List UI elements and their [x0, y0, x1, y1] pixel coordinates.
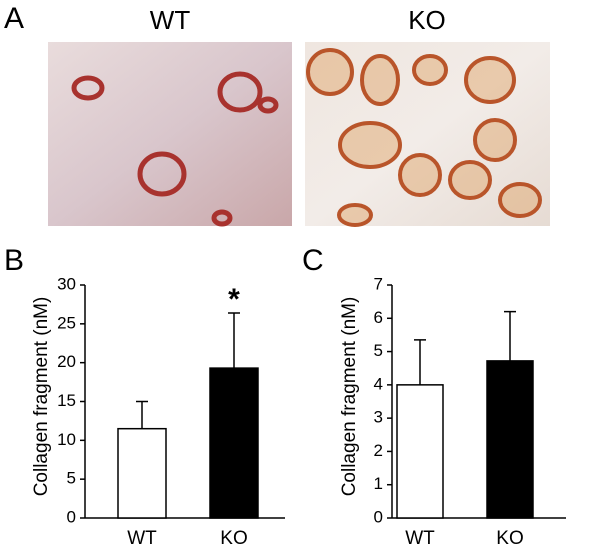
y-axis-label: Collagen fragment (nM): [339, 297, 360, 497]
x-tick-label: KO: [220, 528, 247, 549]
y-tick-label: 2: [374, 441, 383, 460]
y-tick-label: 10: [57, 430, 76, 449]
bar: [117, 427, 167, 519]
x-tick-label: WT: [405, 528, 435, 549]
y-tick-label: 15: [57, 391, 76, 410]
error-bar: [504, 310, 516, 361]
y-tick-label: 20: [57, 352, 76, 371]
y-tick-label: 0: [67, 507, 76, 526]
y-tick-label: 1: [374, 474, 383, 493]
panel-label: C: [302, 244, 324, 277]
x-tick-label: WT: [127, 528, 157, 549]
error-bar: [136, 400, 148, 429]
y-axis-label: Collagen fragment (nM): [31, 297, 52, 497]
image-label: KO: [408, 5, 446, 35]
significance-marker: *: [228, 283, 240, 316]
y-tick-label: 5: [374, 341, 383, 360]
micrograph-ko: [305, 42, 550, 227]
bar: [396, 384, 444, 519]
image-label: WT: [150, 5, 191, 35]
y-tick-label: 4: [374, 374, 383, 393]
micrograph-wt: [48, 42, 292, 227]
error-bar: [414, 339, 426, 385]
error-bar: [228, 312, 240, 369]
y-tick-label: 3: [374, 408, 383, 427]
y-tick-label: 7: [374, 274, 383, 293]
x-tick-label: KO: [496, 528, 523, 549]
panel-label: A: [4, 2, 24, 35]
y-tick-label: 6: [374, 308, 383, 327]
bar: [209, 367, 259, 519]
y-tick-label: 25: [57, 313, 76, 332]
y-tick-label: 30: [57, 274, 76, 293]
y-tick-label: 0: [374, 507, 383, 526]
bar: [486, 360, 534, 519]
y-tick-label: 5: [67, 469, 76, 488]
panel-label: B: [4, 244, 24, 277]
